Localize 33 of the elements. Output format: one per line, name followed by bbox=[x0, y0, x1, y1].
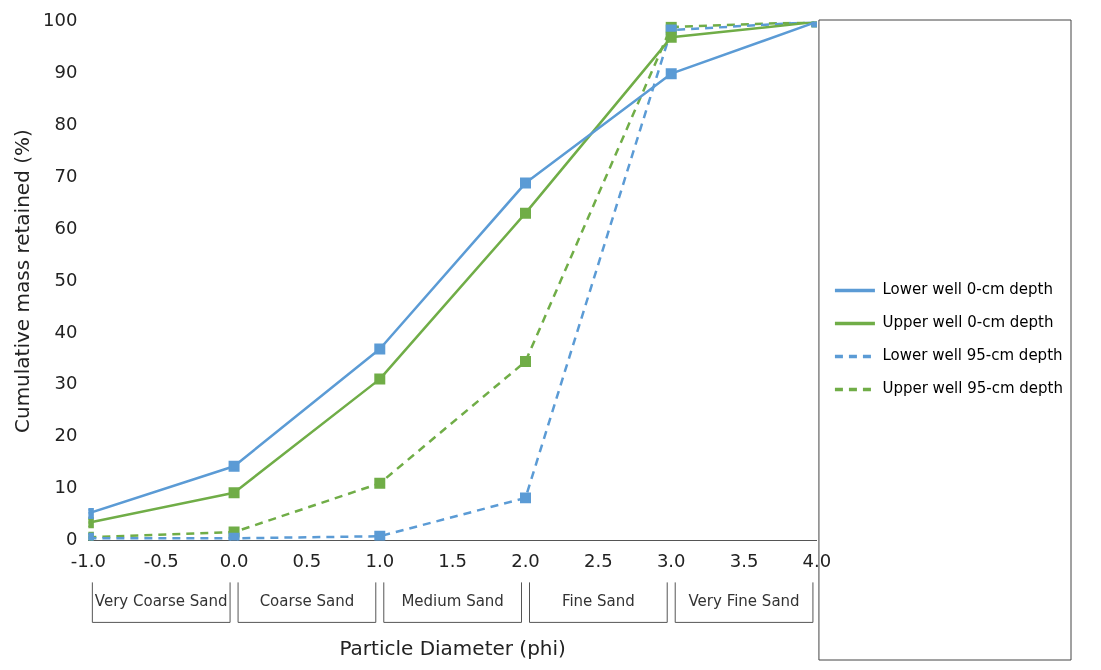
y-tick-label: 20 bbox=[54, 424, 78, 446]
legend-label: Upper well 95-cm depth bbox=[882, 379, 1064, 398]
x-tick-label: 4.0 bbox=[802, 549, 832, 571]
x-tick-label: 1.5 bbox=[438, 549, 467, 571]
legend-label: Upper well 0-cm depth bbox=[882, 313, 1054, 332]
y-tick-label: 40 bbox=[54, 320, 78, 342]
x-tick-label: -1.0 bbox=[70, 549, 106, 571]
text: Medium Sand bbox=[401, 592, 504, 611]
x-tick-label: 3.5 bbox=[729, 549, 759, 571]
x-tick-label: 2.5 bbox=[584, 549, 613, 571]
y-tick-label: 30 bbox=[54, 372, 78, 394]
x-tick-label: 2.0 bbox=[511, 549, 540, 571]
y-axis-title: Cumulative mass retained (%) bbox=[10, 129, 35, 434]
y-tick-label: 80 bbox=[54, 113, 78, 135]
x-tick-label: 0.0 bbox=[219, 549, 249, 571]
legend-label: Lower well 0-cm depth bbox=[882, 280, 1053, 299]
y-tick-label: 60 bbox=[54, 216, 78, 238]
legend-label: Lower well 95-cm depth bbox=[882, 346, 1063, 365]
y-tick-label: 10 bbox=[54, 476, 78, 498]
text: Fine Sand bbox=[561, 592, 635, 611]
text: Very Coarse Sand bbox=[94, 592, 228, 611]
y-tick-label: 100 bbox=[43, 9, 78, 31]
text: Very Fine Sand bbox=[688, 592, 800, 611]
x-tick-label: -0.5 bbox=[143, 549, 179, 571]
y-tick-label: 50 bbox=[54, 268, 78, 290]
y-tick-label: 0 bbox=[65, 528, 78, 550]
x-axis-title: Particle Diameter (phi) bbox=[339, 636, 566, 661]
x-tick-label: 1.0 bbox=[365, 549, 395, 571]
x-tick-label: 0.5 bbox=[292, 549, 322, 571]
y-tick-label: 90 bbox=[54, 61, 78, 83]
text: Coarse Sand bbox=[259, 592, 355, 611]
x-tick-label: 3.0 bbox=[656, 549, 686, 571]
y-tick-label: 70 bbox=[54, 165, 78, 187]
